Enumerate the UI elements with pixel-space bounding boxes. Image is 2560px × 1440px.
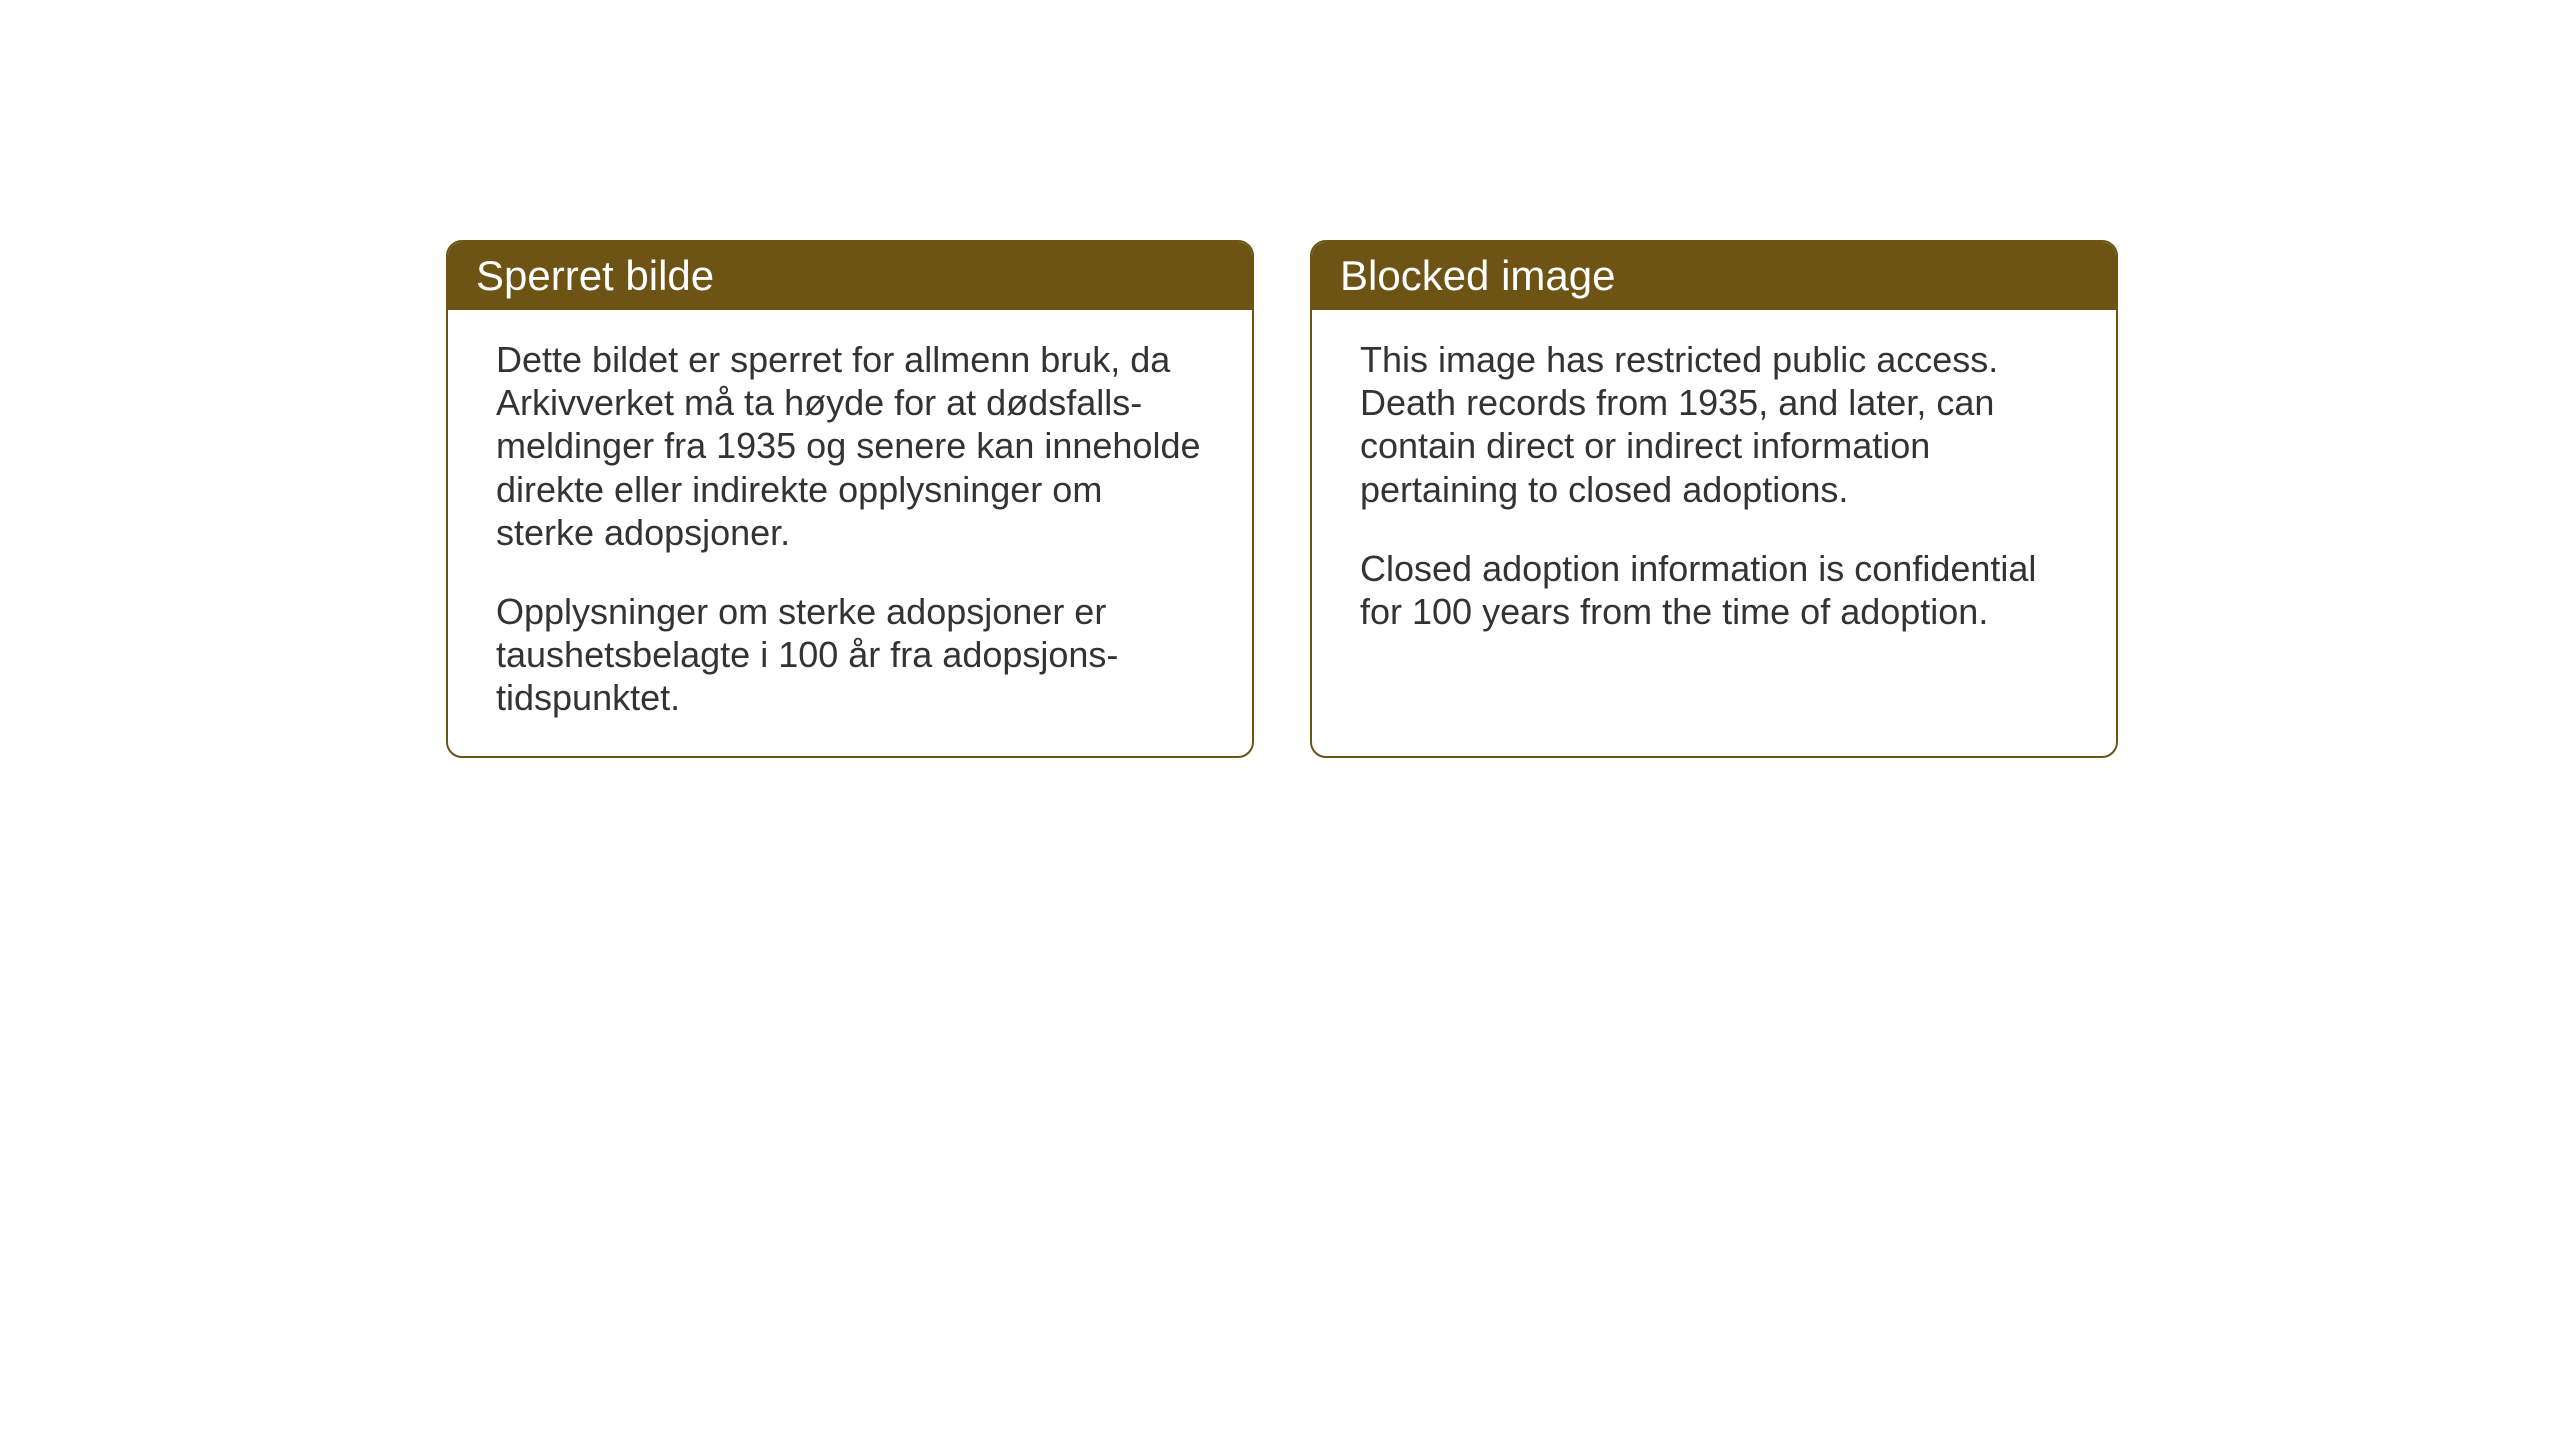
- norwegian-paragraph-2: Opplysninger om sterke adopsjoner er tau…: [496, 590, 1204, 720]
- english-paragraph-1: This image has restricted public access.…: [1360, 338, 2068, 511]
- norwegian-card-title: Sperret bilde: [448, 242, 1252, 310]
- norwegian-paragraph-1: Dette bildet er sperret for allmenn bruk…: [496, 338, 1204, 554]
- cards-container: Sperret bilde Dette bildet er sperret fo…: [446, 240, 2118, 758]
- english-card: Blocked image This image has restricted …: [1310, 240, 2118, 758]
- english-card-title: Blocked image: [1312, 242, 2116, 310]
- english-card-body: This image has restricted public access.…: [1312, 310, 2116, 669]
- norwegian-card: Sperret bilde Dette bildet er sperret fo…: [446, 240, 1254, 758]
- english-paragraph-2: Closed adoption information is confident…: [1360, 547, 2068, 633]
- norwegian-card-body: Dette bildet er sperret for allmenn bruk…: [448, 310, 1252, 756]
